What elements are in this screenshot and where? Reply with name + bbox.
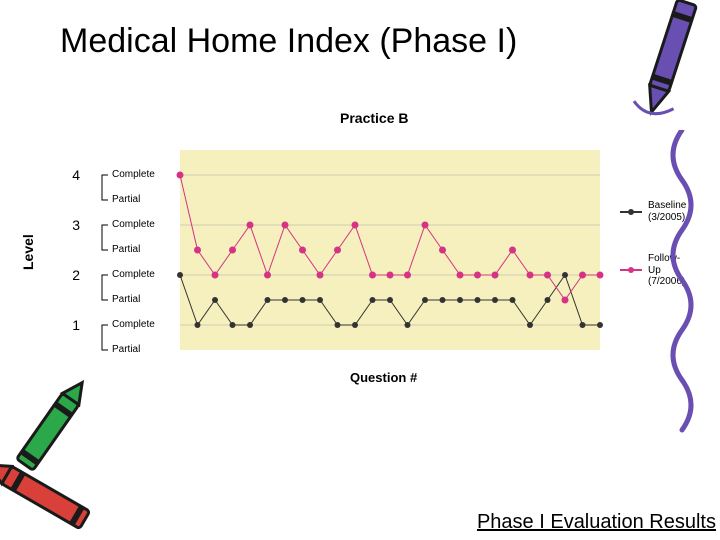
sublabel-partial-4: Partial (112, 195, 140, 205)
squiggle-purple-icon (662, 130, 702, 450)
crayon-red-icon (0, 450, 120, 540)
sublabel-complete-4: Complete (112, 170, 155, 180)
sublabel-partial-1: Partial (112, 345, 140, 355)
y-tick-4: 4 (50, 167, 80, 183)
sublabel-partial-3: Partial (112, 245, 140, 255)
y-tick-3: 3 (50, 217, 80, 233)
footer-link[interactable]: Phase I Evaluation Results (477, 511, 716, 534)
slide: { "title": "Medical Home Index (Phase I)… (0, 0, 720, 540)
y-tick-1: 1 (50, 317, 80, 333)
legend-swatch (620, 269, 642, 271)
sublabel-complete-2: Complete (112, 270, 155, 280)
crayon-purple-icon (630, 0, 710, 120)
legend-swatch (620, 211, 642, 213)
y-tick-2: 2 (50, 267, 80, 283)
sublabel-complete-3: Complete (112, 220, 155, 230)
sublabel-complete-1: Complete (112, 320, 155, 330)
sublabel-partial-2: Partial (112, 295, 140, 305)
